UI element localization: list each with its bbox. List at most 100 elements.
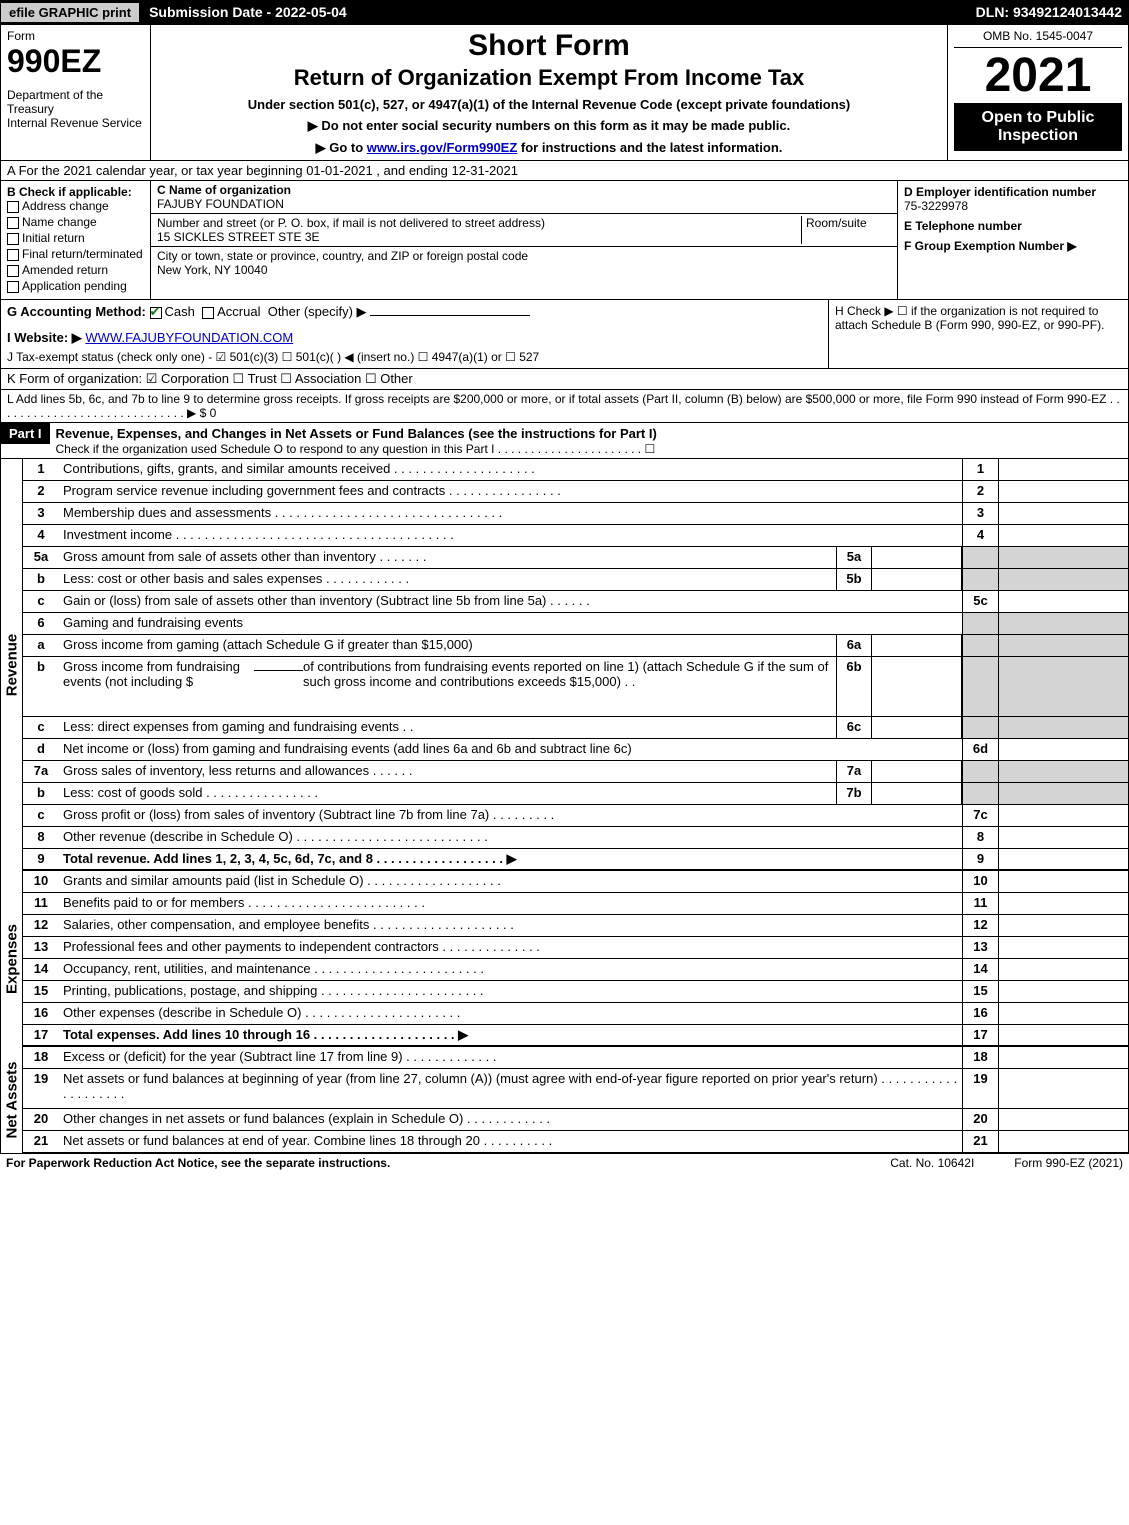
revenue-side-label: Revenue — [1, 459, 23, 871]
section-bcd: B Check if applicable: Address change Na… — [1, 181, 1128, 300]
submission-date: Submission Date - 2022-05-04 — [139, 2, 357, 22]
website-link[interactable]: WWW.FAJUBYFOUNDATION.COM — [85, 330, 293, 345]
c-addr-cell: Number and street (or P. O. box, if mail… — [151, 214, 897, 247]
val-2[interactable] — [998, 481, 1128, 502]
room-suite-label: Room/suite — [801, 216, 891, 244]
chk-initial-return[interactable]: Initial return — [7, 231, 144, 245]
omb-number: OMB No. 1545-0047 — [954, 29, 1122, 48]
chk-address-change[interactable]: Address change — [7, 199, 144, 213]
line-15: 15 Printing, publications, postage, and … — [23, 981, 1128, 1003]
val-5a[interactable] — [872, 547, 962, 568]
form-header: Form 990EZ Department of the Treasury In… — [1, 25, 1128, 161]
part1-header-row: Part I Revenue, Expenses, and Changes in… — [1, 423, 1128, 459]
val-5b[interactable] — [872, 569, 962, 590]
val-17[interactable] — [998, 1025, 1128, 1045]
val-8[interactable] — [998, 827, 1128, 848]
net-assets-lines: 18 Excess or (deficit) for the year (Sub… — [23, 1047, 1128, 1153]
form-body: Form 990EZ Department of the Treasury In… — [0, 24, 1129, 1154]
part1-check-note: Check if the organization used Schedule … — [56, 442, 656, 456]
val-4[interactable] — [998, 525, 1128, 546]
ein: 75-3229978 — [904, 199, 1122, 213]
net-assets-section: Net Assets 18 Excess or (deficit) for th… — [1, 1047, 1128, 1153]
footer-formref: Form 990-EZ (2021) — [1014, 1156, 1123, 1170]
note-ssn: ▶ Do not enter social security numbers o… — [159, 118, 939, 134]
val-21[interactable] — [998, 1131, 1128, 1152]
c-name-cell: C Name of organization FAJUBY FOUNDATION — [151, 181, 897, 214]
line-19: 19 Net assets or fund balances at beginn… — [23, 1069, 1128, 1109]
col-c: C Name of organization FAJUBY FOUNDATION… — [151, 181, 898, 299]
g-label: G Accounting Method: — [7, 304, 146, 319]
title-return: Return of Organization Exempt From Incom… — [159, 65, 939, 91]
row-gh: G Accounting Method: Cash Accrual Other … — [1, 300, 1128, 369]
expenses-section: Expenses 10 Grants and similar amounts p… — [1, 871, 1128, 1047]
line-21: 21 Net assets or fund balances at end of… — [23, 1131, 1128, 1153]
val-16[interactable] — [998, 1003, 1128, 1024]
line-4: 4 Investment income . . . . . . . . . . … — [23, 525, 1128, 547]
line-6d: d Net income or (loss) from gaming and f… — [23, 739, 1128, 761]
line-10: 10 Grants and similar amounts paid (list… — [23, 871, 1128, 893]
val-3[interactable] — [998, 503, 1128, 524]
part1-title-wrap: Revenue, Expenses, and Changes in Net As… — [50, 424, 1128, 458]
i-label: I Website: ▶ — [7, 330, 82, 345]
val-7b[interactable] — [872, 783, 962, 804]
val-19[interactable] — [998, 1069, 1128, 1108]
footer-catno: Cat. No. 10642I — [890, 1156, 974, 1170]
val-18[interactable] — [998, 1047, 1128, 1068]
line-16: 16 Other expenses (describe in Schedule … — [23, 1003, 1128, 1025]
top-bar: efile GRAPHIC print Submission Date - 20… — [0, 0, 1129, 24]
line-8: 8 Other revenue (describe in Schedule O)… — [23, 827, 1128, 849]
col-b-checkboxes: B Check if applicable: Address change Na… — [1, 181, 151, 299]
val-20[interactable] — [998, 1109, 1128, 1130]
line-3: 3 Membership dues and assessments . . . … — [23, 503, 1128, 525]
chk-application-pending[interactable]: Application pending — [7, 279, 144, 293]
val-12[interactable] — [998, 915, 1128, 936]
line-2: 2 Program service revenue including gove… — [23, 481, 1128, 503]
val-15[interactable] — [998, 981, 1128, 1002]
c-city-cell: City or town, state or province, country… — [151, 247, 897, 279]
val-13[interactable] — [998, 937, 1128, 958]
val-7a[interactable] — [872, 761, 962, 782]
irs-link[interactable]: www.irs.gov/Form990EZ — [367, 140, 518, 155]
val-5c[interactable] — [998, 591, 1128, 612]
chk-final-return[interactable]: Final return/terminated — [7, 247, 144, 261]
line-18: 18 Excess or (deficit) for the year (Sub… — [23, 1047, 1128, 1069]
addr-label: Number and street (or P. O. box, if mail… — [157, 216, 545, 230]
chk-name-change[interactable]: Name change — [7, 215, 144, 229]
val-10[interactable] — [998, 871, 1128, 892]
line-1: 1 Contributions, gifts, grants, and simi… — [23, 459, 1128, 481]
line-20: 20 Other changes in net assets or fund b… — [23, 1109, 1128, 1131]
efile-print-label[interactable]: efile GRAPHIC print — [1, 3, 139, 22]
row-a-tax-year: A For the 2021 calendar year, or tax yea… — [1, 161, 1128, 181]
val-6b[interactable] — [872, 657, 962, 716]
chk-accrual[interactable] — [202, 307, 214, 319]
val-6d[interactable] — [998, 739, 1128, 760]
val-9[interactable] — [998, 849, 1128, 869]
val-6c[interactable] — [872, 717, 962, 738]
chk-amended-return[interactable]: Amended return — [7, 263, 144, 277]
tax-year: 2021 — [954, 48, 1122, 103]
chk-cash[interactable] — [150, 307, 162, 319]
note-link-row: ▶ Go to www.irs.gov/Form990EZ for instru… — [159, 140, 939, 156]
revenue-lines: 1 Contributions, gifts, grants, and simi… — [23, 459, 1128, 871]
row-j: J Tax-exempt status (check only one) - ☑… — [7, 350, 822, 364]
val-1[interactable] — [998, 459, 1128, 480]
title-col: Short Form Return of Organization Exempt… — [151, 25, 948, 160]
line-9: 9 Total revenue. Add lines 1, 2, 3, 4, 5… — [23, 849, 1128, 871]
open-to-public: Open to Public Inspection — [954, 103, 1122, 151]
footer-left: For Paperwork Reduction Act Notice, see … — [6, 1156, 390, 1170]
val-11[interactable] — [998, 893, 1128, 914]
subtitle: Under section 501(c), 527, or 4947(a)(1)… — [159, 97, 939, 112]
line-14: 14 Occupancy, rent, utilities, and maint… — [23, 959, 1128, 981]
line-17: 17 Total expenses. Add lines 10 through … — [23, 1025, 1128, 1047]
h-schedule-b: H Check ▶ ☐ if the organization is not r… — [828, 300, 1128, 368]
val-6a[interactable] — [872, 635, 962, 656]
line-5b: b Less: cost or other basis and sales ex… — [23, 569, 1128, 591]
val-14[interactable] — [998, 959, 1128, 980]
city-label: City or town, state or province, country… — [157, 249, 528, 263]
other-specify: Other (specify) ▶ — [268, 304, 367, 319]
year-col: OMB No. 1545-0047 2021 Open to Public In… — [948, 25, 1128, 160]
row-l: L Add lines 5b, 6c, and 7b to line 9 to … — [1, 390, 1128, 423]
line-5c: c Gain or (loss) from sale of assets oth… — [23, 591, 1128, 613]
line-7c: c Gross profit or (loss) from sales of i… — [23, 805, 1128, 827]
val-7c[interactable] — [998, 805, 1128, 826]
